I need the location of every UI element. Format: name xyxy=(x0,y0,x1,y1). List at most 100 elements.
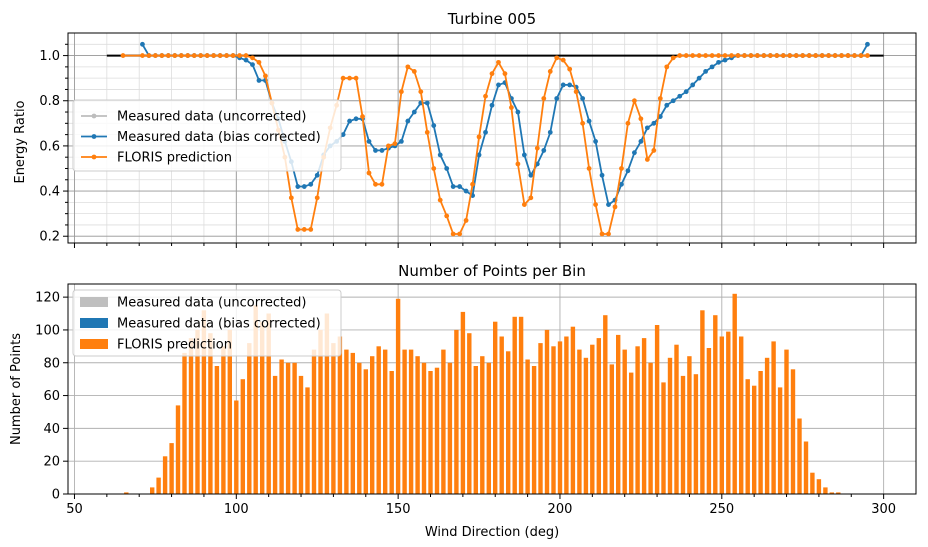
measured-data-bias-corrected-point xyxy=(638,138,644,144)
floris-bar xyxy=(745,379,750,494)
measured-data-bias-corrected-point xyxy=(373,148,378,153)
floris-prediction-point xyxy=(444,213,450,219)
floris-prediction-point xyxy=(800,53,806,58)
floris-bar xyxy=(726,331,731,494)
floris-bar xyxy=(344,349,349,494)
floris-prediction-point xyxy=(670,55,676,61)
floris-bar xyxy=(784,349,789,494)
x-tick-label: 150 xyxy=(386,502,411,517)
floris-prediction-point xyxy=(424,129,430,135)
floris-bar xyxy=(247,343,252,494)
floris-bar xyxy=(298,375,304,494)
floris-bar xyxy=(493,321,498,494)
floris-bar xyxy=(823,487,828,494)
floris-bar xyxy=(214,366,220,494)
floris-prediction-point xyxy=(211,53,217,58)
floris-bar xyxy=(182,352,187,494)
floris-prediction-point xyxy=(832,53,838,58)
floris-prediction-point xyxy=(625,120,631,126)
x-tick-label: 50 xyxy=(66,502,83,517)
floris-prediction-legend-marker xyxy=(91,154,97,160)
y-tick-label: 60 xyxy=(43,389,60,404)
floris-bar xyxy=(764,357,770,494)
measured-data-bias-corrected-point xyxy=(437,152,443,158)
floris-prediction-point xyxy=(178,53,184,58)
floris-bar xyxy=(635,346,640,494)
floris-prediction-point xyxy=(852,53,857,58)
energy-ratio-ylabel: Energy Ratio xyxy=(13,100,28,183)
floris-prediction-point xyxy=(865,53,870,58)
floris-prediction-point xyxy=(496,59,501,65)
floris-prediction-point xyxy=(845,53,851,58)
floris-bar xyxy=(590,344,595,494)
floris-prediction-point xyxy=(353,75,359,81)
floris-prediction-point xyxy=(340,75,346,81)
floris-prediction-point xyxy=(379,181,385,187)
floris-prediction-point xyxy=(554,55,560,61)
floris-bar xyxy=(544,329,550,494)
floris-bar xyxy=(324,313,330,494)
floris-prediction-point xyxy=(217,53,223,58)
floris-bar xyxy=(169,443,174,494)
floris-prediction-point xyxy=(651,148,657,153)
measured-data-bias-corrected-point xyxy=(670,98,676,104)
measured-data-bias-corrected-point xyxy=(625,168,631,174)
floris-prediction-point xyxy=(729,53,734,58)
legend-label: Measured data (uncorrected) xyxy=(117,296,306,311)
floris-prediction-point xyxy=(159,53,165,58)
floris-prediction-point xyxy=(593,202,598,208)
measured-data-bias-corrected-point xyxy=(496,82,501,88)
floris-bar xyxy=(357,362,362,495)
measured-data-bias-corrected-point xyxy=(599,172,605,178)
floris-prediction-point xyxy=(250,55,255,61)
floris-prediction-point xyxy=(185,53,191,58)
floris-prediction-point xyxy=(722,53,728,58)
floris-prediction-point xyxy=(632,98,637,104)
floris-bar xyxy=(337,336,343,494)
y-tick-label: 0.6 xyxy=(39,139,60,154)
floris-prediction-point xyxy=(619,166,624,171)
floris-bar xyxy=(188,338,194,494)
floris-prediction-point xyxy=(767,53,773,58)
measured-data-bias-corrected-point xyxy=(340,132,346,138)
y-tick-label: 1.0 xyxy=(39,49,60,64)
floris-prediction-point xyxy=(547,68,553,74)
floris-bar xyxy=(460,311,466,494)
floris-prediction-legend-swatch xyxy=(80,339,108,349)
floris-bar xyxy=(713,315,718,494)
floris-bar xyxy=(447,362,453,495)
floris-bar xyxy=(790,369,796,494)
floris-bar xyxy=(693,374,699,494)
floris-prediction-point xyxy=(288,195,294,201)
floris-prediction-point xyxy=(457,231,463,237)
measured-data-bias-corrected-point xyxy=(586,118,592,124)
measured-data-bias-corrected-point xyxy=(651,120,657,126)
floris-prediction-point xyxy=(580,120,586,126)
measured-data-uncorrected-legend-marker xyxy=(91,113,97,119)
wind-direction-xlabel: Wind Direction (deg) xyxy=(425,525,559,540)
floris-prediction-point xyxy=(586,166,592,171)
measured-data-bias-corrected-point xyxy=(716,59,721,65)
floris-bar xyxy=(777,387,783,494)
x-tick-label: 200 xyxy=(548,502,573,517)
floris-bar xyxy=(370,356,375,494)
floris-bar xyxy=(803,441,809,494)
measured-data-bias-corrected-point xyxy=(489,102,495,108)
floris-bar xyxy=(272,375,278,494)
floris-bar xyxy=(305,387,310,494)
floris-bar xyxy=(816,479,822,494)
floris-bar xyxy=(661,382,666,494)
floris-prediction-point xyxy=(373,181,378,187)
floris-prediction-point xyxy=(198,53,204,58)
floris-bar xyxy=(421,362,427,495)
measured-data-bias-corrected-point xyxy=(405,118,411,124)
floris-prediction-point xyxy=(489,71,495,77)
measured-data-bias-corrected-point xyxy=(593,138,598,144)
floris-bar xyxy=(622,349,627,494)
floris-bar xyxy=(363,369,368,494)
floris-prediction-point xyxy=(146,53,152,58)
floris-bar xyxy=(195,329,200,494)
legend-label: Measured data (bias corrected) xyxy=(117,130,321,145)
floris-bar xyxy=(810,472,815,494)
floris-prediction-point xyxy=(541,96,547,101)
